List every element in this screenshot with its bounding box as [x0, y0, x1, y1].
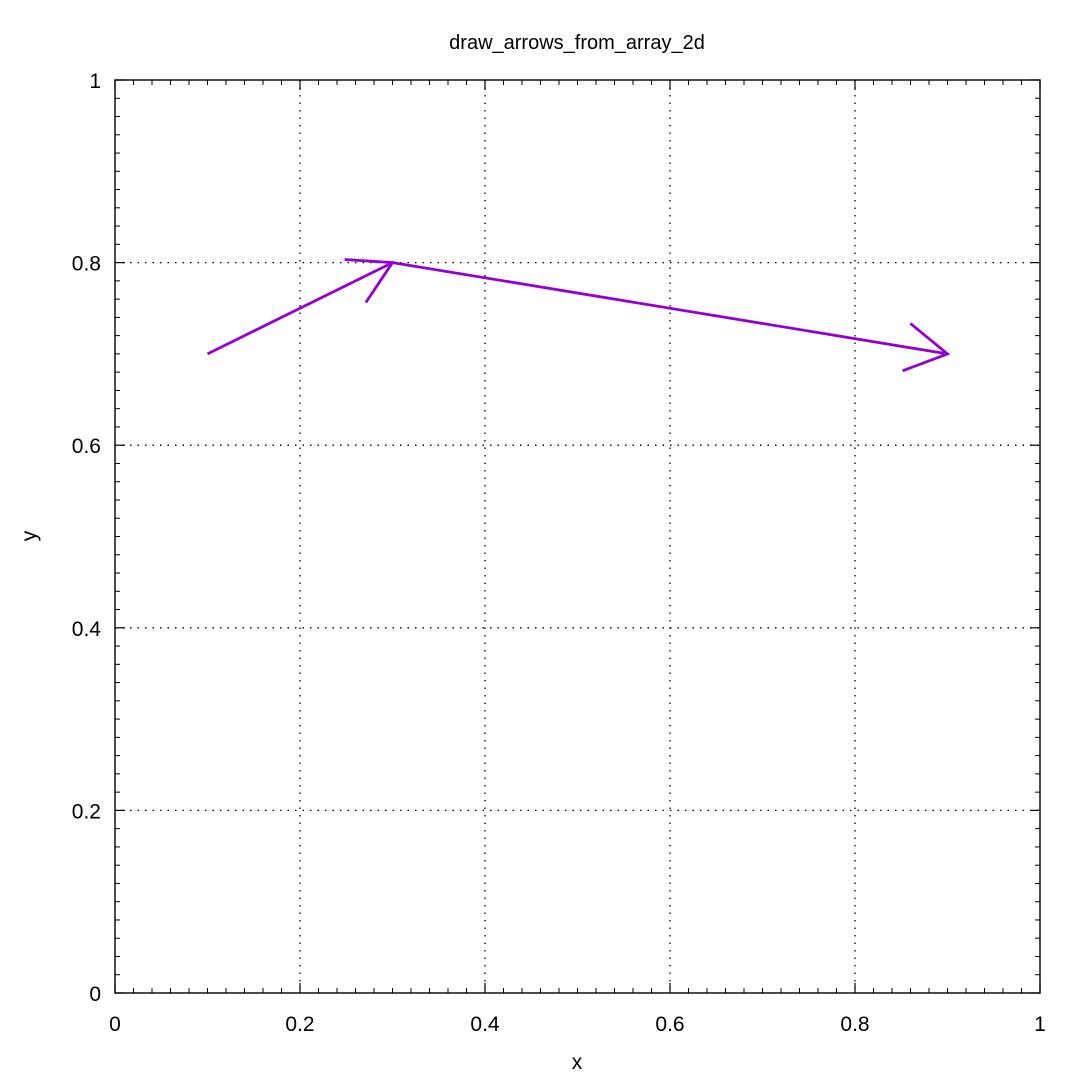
y-tick-label: 0.2 [72, 800, 101, 823]
y-axis-label: y [18, 530, 41, 541]
x-tick-label: 0.6 [655, 1013, 684, 1036]
x-tick-label: 0.8 [840, 1013, 869, 1036]
arrow [392, 261, 951, 373]
x-tick-label: 0.2 [285, 1013, 314, 1036]
x-tick-label: 0.4 [470, 1013, 500, 1036]
arrow-shaft [206, 261, 394, 356]
x-tick-labels: 0 0.2 0.4 0.6 0.8 1 [109, 1013, 1046, 1036]
plot-frame [114, 79, 1041, 994]
x-tick-label: 1 [1034, 1013, 1046, 1036]
y-tick-labels: 0 0.2 0.4 0.6 0.8 1 [72, 70, 102, 1006]
y-tick-label: 0.4 [72, 618, 102, 641]
arrows [206, 258, 951, 373]
y-tick-label: 1 [89, 70, 101, 93]
arrow-head [902, 322, 951, 373]
y-tick-label: 0.6 [72, 435, 101, 458]
chart-title: draw_arrows_from_array_2d [449, 32, 705, 54]
x-tick-label: 0 [109, 1013, 121, 1036]
arrow-shaft [392, 261, 948, 356]
y-tick-label: 0 [89, 983, 101, 1006]
y-tick-label: 0.8 [72, 253, 101, 276]
x-axis-label: x [572, 1051, 583, 1074]
